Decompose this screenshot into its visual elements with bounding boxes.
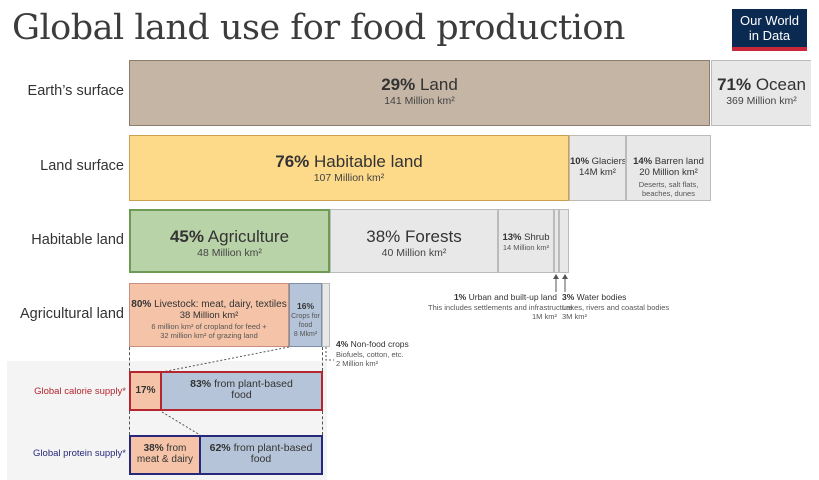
logo-line-2: in Data — [748, 28, 791, 43]
nonfood-note: Biofuels, cotton, etc. — [336, 349, 404, 359]
forests-value: 40 Million km² — [381, 247, 447, 259]
forests-pct: 38% — [366, 227, 401, 246]
protein-animal-label-1: from — [166, 443, 187, 454]
barren-value: 20 Million km² — [639, 167, 698, 178]
habitable-land-bar: 76% Habitable land 107 Million km² — [129, 135, 569, 201]
protein-plant-pct: 62% — [209, 442, 231, 454]
barren-note: Deserts, salt flats, beaches, dunes — [638, 180, 699, 198]
livestock-pct: 80% — [131, 299, 152, 310]
shrub-bar: 13% Shrub 14 Million km² — [498, 209, 554, 273]
guide-calorie-left — [129, 347, 130, 371]
protein-animal-bar: 38% from meat & dairy — [129, 435, 200, 475]
water-label: Water bodies — [576, 292, 627, 302]
calorie-split-guide — [161, 346, 290, 373]
calorie-animal-pct: 17% — [135, 385, 156, 396]
urban-pct: 1% — [453, 292, 467, 302]
agriculture-bar: 45% Agriculture 48 Million km² — [129, 209, 330, 273]
forests-bar: 38% Forests 40 Million km² — [330, 209, 498, 273]
protein-animal-label-2: meat & dairy — [136, 454, 194, 465]
barren-pct: 14% — [633, 156, 653, 167]
nonfood-label: Non-food crops — [350, 339, 409, 349]
nonfood-crops-bar — [322, 283, 330, 347]
ocean-value: 369 Million km² — [726, 95, 797, 107]
urban-label: Urban and built-up land — [468, 292, 557, 302]
urban-note: This includes settlements and infrastruc… — [428, 302, 573, 312]
livestock-note-2: 32 million km² of grazing land — [160, 331, 258, 340]
water-pct: 3% — [562, 292, 575, 302]
nonfood-annotation: 4% Non-food crops Biofuels, cotton, etc.… — [336, 339, 409, 368]
calorie-plant-bar: 83% from plant-based food — [161, 371, 323, 411]
row-label-calorie: Global calorie supply* — [34, 386, 126, 397]
shrub-label: Shrub — [524, 232, 550, 243]
glaciers-pct: 10% — [570, 156, 590, 167]
urban-annotation: 1% Urban and built-up land This includes… — [428, 292, 573, 321]
glaciers-value: 14M km² — [579, 167, 616, 178]
urban-value: 1M km² — [532, 311, 557, 321]
ocean-bar: 71% Ocean 369 Million km² — [711, 60, 811, 126]
row-label-protein: Global protein supply* — [33, 448, 126, 459]
glaciers-bar: 10% Glaciers 14M km² — [569, 135, 626, 201]
water-arrowhead — [562, 274, 568, 279]
livestock-value: 38 Million km² — [179, 310, 239, 321]
barren-land-bar: 14% Barren land 20 Million km² Deserts, … — [626, 135, 711, 201]
protein-animal-pct: 38% — [143, 443, 164, 454]
calorie-plant-pct: 83% — [190, 378, 212, 390]
owid-logo[interactable]: Our World in Data — [732, 9, 807, 51]
agriculture-pct: 45% — [169, 227, 204, 246]
row-label-earth: Earth’s surface — [27, 83, 124, 99]
urban-arrowhead — [553, 274, 559, 279]
crops-label-1: Crops for — [291, 313, 320, 320]
logo-accent-bar — [732, 47, 807, 51]
barren-label: Barren land — [654, 156, 704, 167]
nonfood-pct: 4% — [336, 339, 349, 349]
water-value: 3M km² — [562, 311, 587, 321]
livestock-note-1: 6 million km² of cropland for feed + — [151, 322, 267, 331]
land-bar: 29% Land 141 Million km² — [129, 60, 710, 126]
forests-label: Forests — [405, 227, 462, 246]
protein-plant-label-1: from plant-based — [233, 442, 313, 454]
water-bar — [559, 209, 569, 273]
shrub-pct: 13% — [502, 232, 522, 243]
urban-bar — [554, 209, 559, 273]
nonfood-value: 2 Million km² — [336, 358, 379, 368]
livestock-label: Livestock: meat, dairy, textiles — [154, 299, 287, 310]
habitable-label: Habitable land — [314, 152, 423, 171]
guide-protein-left — [129, 411, 130, 435]
ocean-pct: 71% — [717, 75, 752, 94]
habitable-value: 107 Million km² — [313, 172, 385, 184]
crops-label-2: food — [298, 322, 313, 329]
habitable-pct: 76% — [275, 152, 310, 171]
guide-protein-right — [322, 411, 323, 435]
agriculture-value: 48 Million km² — [197, 247, 262, 259]
protein-plant-bar: 62% from plant-based food — [200, 435, 323, 475]
calorie-animal-bar: 17% — [129, 371, 161, 411]
ocean-label: Ocean — [755, 75, 806, 94]
guide-calorie-right — [322, 347, 323, 371]
crops-pct: 16% — [296, 301, 314, 311]
calorie-plant-label-2: food — [231, 389, 252, 401]
calorie-plant-label-1: from plant-based — [214, 378, 293, 390]
protein-plant-label-2: food — [250, 453, 272, 465]
glaciers-label: Glaciers — [591, 156, 626, 167]
page-title: Global land use for food production — [12, 8, 625, 48]
row-label-agricultural: Agricultural land — [20, 306, 124, 322]
land-label: Land — [419, 75, 458, 94]
water-annotation: 3% Water bodies Lakes, rivers and coasta… — [562, 292, 670, 321]
protein-split-guide — [161, 411, 201, 436]
livestock-bar: 80% Livestock: meat, dairy, textiles 38 … — [129, 283, 289, 347]
row-label-land: Land surface — [40, 158, 124, 174]
urban-water-arrows — [553, 274, 568, 292]
agriculture-label: Agriculture — [207, 227, 290, 246]
nonfood-connector — [325, 347, 334, 361]
land-pct: 29% — [381, 75, 416, 94]
row-label-habitable: Habitable land — [31, 232, 124, 248]
land-value: 141 Million km² — [384, 95, 455, 107]
logo-line-1: Our World — [740, 13, 799, 28]
shrub-value: 14 Million km² — [502, 243, 550, 252]
water-note: Lakes, rivers and coastal bodies — [562, 302, 670, 312]
crops-food-bar: 16% Crops for food 8 Mkm² — [289, 283, 322, 347]
crops-value: 8 Mkm² — [293, 331, 318, 338]
